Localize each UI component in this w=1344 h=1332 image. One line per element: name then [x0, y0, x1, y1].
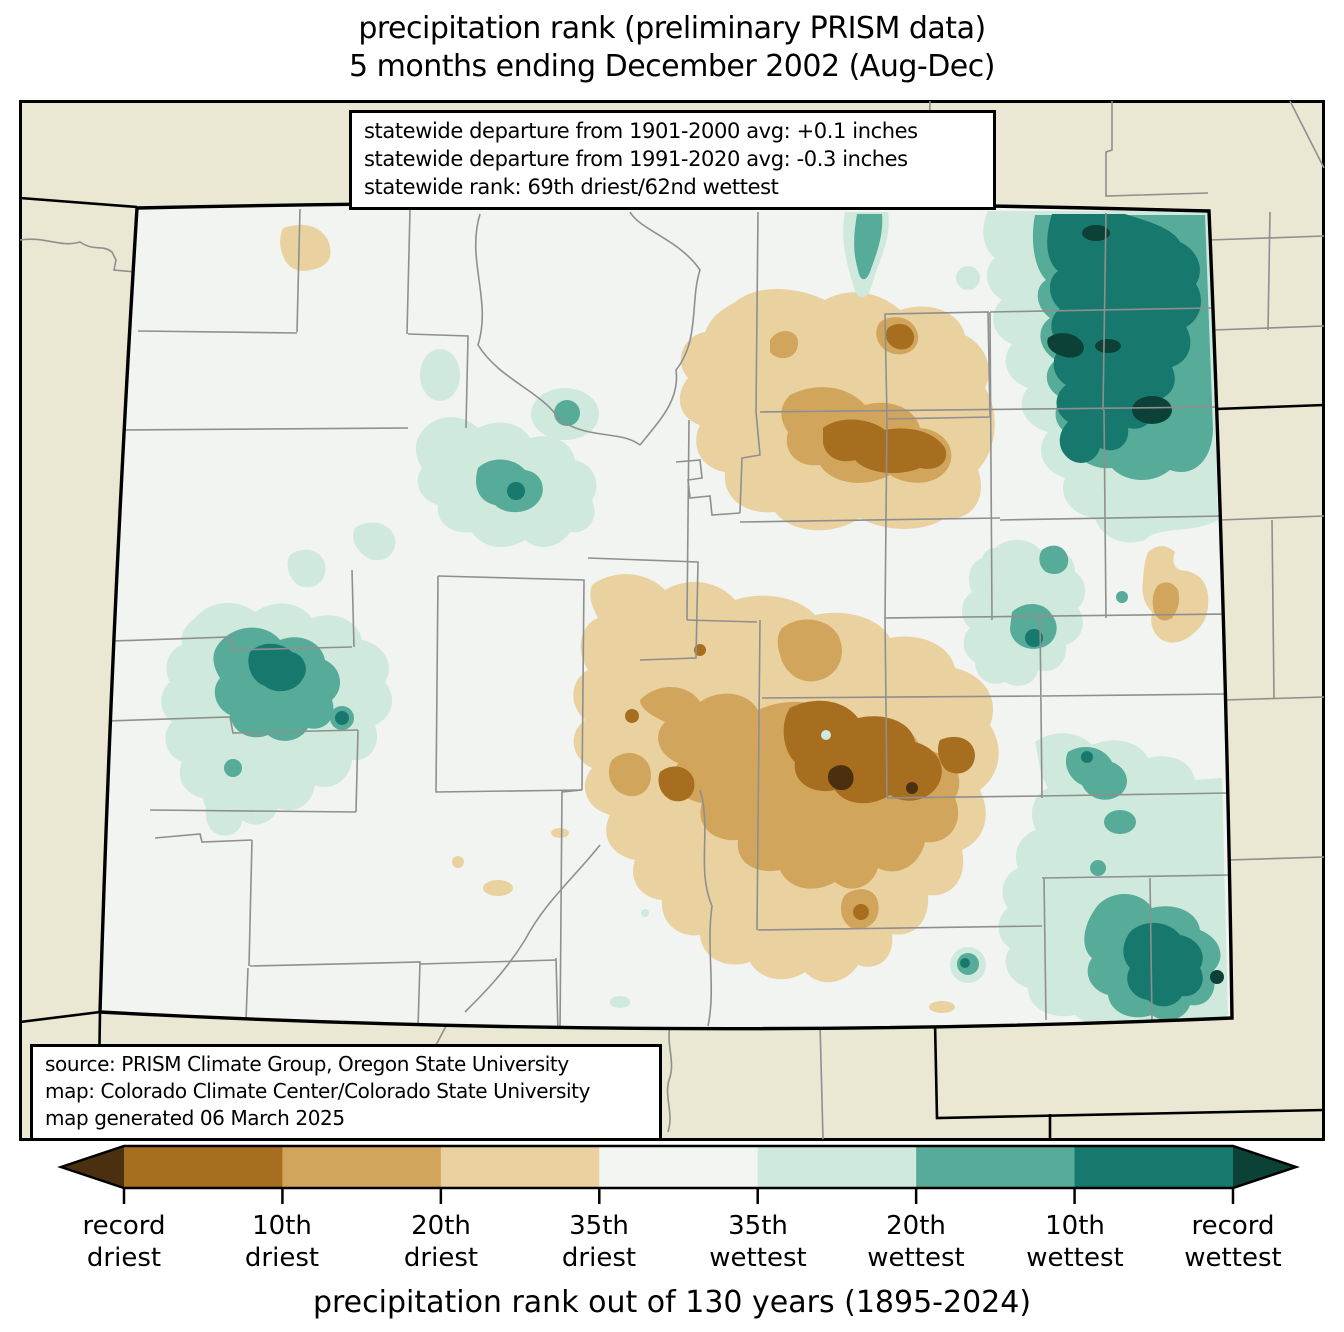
label-20th-driest-2: driest	[404, 1243, 478, 1273]
label-20th-wettest-2: wettest	[867, 1243, 964, 1273]
label-35th-wettest-1: 35th	[728, 1211, 788, 1241]
label-record-wettest-1: record	[1191, 1211, 1274, 1241]
map-title: precipitation rank (preliminary PRISM da…	[0, 10, 1344, 86]
region-driest-10	[625, 323, 975, 920]
source-box: source: PRISM Climate Group, Oregon Stat…	[30, 1044, 662, 1141]
county-lines	[106, 208, 1231, 1029]
colorbar-seg-neutral	[599, 1146, 759, 1188]
stats-line2: statewide departure from 1991-2020 avg: …	[364, 147, 908, 171]
label-35th-driest-2: driest	[562, 1243, 636, 1273]
label-10th-wettest-2: wettest	[1026, 1243, 1123, 1273]
region-record-wettest	[1047, 225, 1224, 984]
title-line1: precipitation rank (preliminary PRISM da…	[358, 11, 986, 46]
legend-caption: precipitation rank out of 130 years (189…	[313, 1285, 1031, 1320]
label-35th-wettest-2: wettest	[709, 1243, 806, 1273]
label-10th-wettest-1: 10th	[1045, 1211, 1105, 1241]
label-10th-driest-1: 10th	[252, 1211, 312, 1241]
colorbar-seg-driest-10	[124, 1146, 283, 1188]
colorbar	[57, 1144, 1300, 1204]
colorbar-seg-wettest-20	[916, 1146, 1076, 1188]
label-35th-driest-1: 35th	[569, 1211, 629, 1241]
stats-line1: statewide departure from 1901-2000 avg: …	[364, 119, 918, 143]
colorbar-seg-wettest-10	[1074, 1146, 1233, 1188]
source-line3: map generated 06 March 2025	[45, 1106, 345, 1130]
source-line1: source: PRISM Climate Group, Oregon Stat…	[45, 1052, 569, 1076]
label-record-driest-1: record	[82, 1211, 165, 1241]
label-10th-driest-2: driest	[245, 1243, 319, 1273]
colorbar-ticks	[122, 1188, 1235, 1204]
colorbar-arrow-record-driest	[61, 1146, 124, 1188]
source-line2: map: Colorado Climate Center/Colorado St…	[45, 1079, 591, 1103]
colorbar-seg-driest-20	[282, 1146, 442, 1188]
stats-line3: statewide rank: 69th driest/62nd wettest	[364, 175, 779, 199]
colorbar-arrow-record-wettest	[1233, 1146, 1296, 1188]
label-record-driest-2: driest	[87, 1243, 161, 1273]
label-20th-wettest-1: 20th	[886, 1211, 946, 1241]
colorbar-seg-driest-35	[440, 1146, 600, 1188]
colorbar-labels: record driest 10th driest 20th driest 35…	[82, 1211, 1281, 1273]
legend: record driest 10th driest 20th driest 35…	[57, 1144, 1300, 1320]
label-20th-driest-1: 20th	[411, 1211, 471, 1241]
label-record-wettest-2: wettest	[1184, 1243, 1281, 1273]
colorbar-seg-wettest-35	[757, 1146, 917, 1188]
stats-box: statewide departure from 1901-2000 avg: …	[349, 110, 996, 210]
title-line2: 5 months ending December 2002 (Aug-Dec)	[349, 49, 995, 84]
region-wettest-10	[248, 214, 1203, 1007]
region-record-driest	[828, 765, 918, 794]
